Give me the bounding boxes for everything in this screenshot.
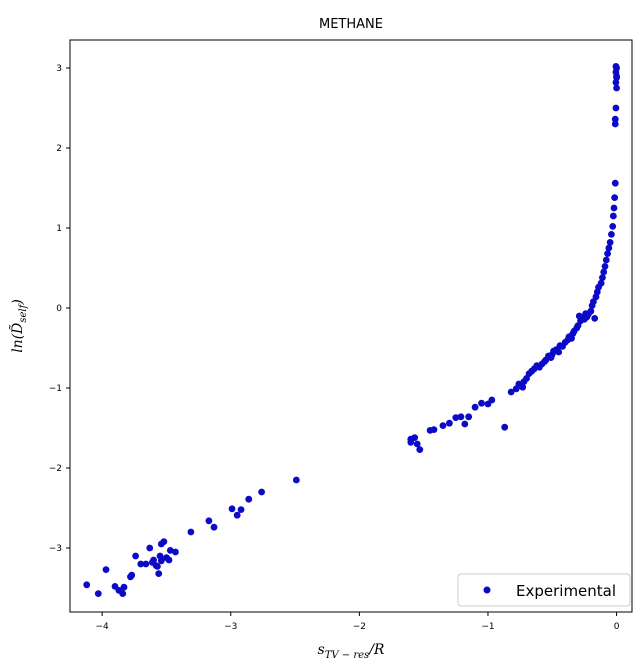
x-axis-ticks: −4 −3 −2 −1 0 — [96, 612, 620, 632]
data-point — [461, 420, 469, 428]
data-point — [210, 523, 218, 531]
x-tick-label: −1 — [481, 622, 494, 632]
y-tick-label: 0 — [56, 304, 62, 314]
plot-frame — [69, 39, 633, 613]
x-tick-label: −4 — [96, 622, 110, 632]
y-tick-label: −2 — [49, 464, 62, 474]
data-point — [611, 194, 619, 202]
data-point — [120, 583, 128, 591]
data-point — [172, 548, 179, 556]
data-point — [237, 506, 245, 513]
data-point — [430, 426, 438, 433]
data-point — [439, 422, 447, 429]
data-point — [407, 439, 415, 446]
y-axis-label-prefix: ln(D̃ — [8, 323, 26, 353]
data-point — [611, 179, 619, 187]
data-point — [245, 495, 253, 503]
x-axis-label-subscript: TV − res — [325, 650, 369, 661]
data-point — [605, 244, 613, 252]
data-point — [258, 488, 266, 496]
data-point — [452, 414, 460, 421]
data-point — [457, 413, 465, 421]
data-point — [609, 212, 617, 220]
data-point — [154, 563, 161, 570]
data-point — [611, 120, 619, 128]
data-point — [602, 256, 610, 264]
data-point — [416, 446, 424, 453]
y-axis-label-suffix: ) — [10, 299, 26, 305]
data-point — [146, 544, 154, 552]
data-point — [102, 566, 110, 573]
y-axis-label: ln(D̃self) — [8, 299, 29, 353]
data-point — [142, 560, 150, 568]
data-points — [83, 63, 620, 597]
data-point — [292, 476, 300, 484]
x-axis-label-s: s — [318, 642, 325, 658]
x-axis-label-suffix: /R — [367, 642, 385, 658]
data-point — [94, 590, 102, 597]
y-tick-label: 3 — [56, 64, 62, 74]
data-point — [604, 250, 611, 257]
y-tick-label: −3 — [49, 544, 62, 554]
legend: Experimental — [457, 573, 631, 607]
data-point — [155, 570, 163, 577]
data-point — [128, 571, 136, 579]
data-point — [445, 419, 453, 427]
y-axis-label-subscript: self — [18, 302, 29, 322]
data-point — [187, 528, 195, 536]
x-axis-label: sTV − res/R — [318, 642, 385, 661]
data-point — [157, 557, 165, 565]
data-point — [119, 590, 127, 597]
y-tick-label: 2 — [56, 144, 62, 154]
data-point — [160, 538, 168, 545]
data-point — [507, 388, 515, 396]
y-tick-label: 1 — [56, 224, 62, 234]
data-point — [612, 104, 620, 112]
data-point — [600, 268, 608, 276]
data-point — [137, 560, 145, 568]
y-axis-ticks: −3 −2 −1 0 1 2 3 — [49, 64, 70, 554]
data-point — [83, 581, 91, 589]
data-point — [587, 307, 595, 315]
legend-marker — [483, 586, 491, 594]
data-point — [609, 223, 617, 230]
legend-label: Experimental — [516, 582, 616, 600]
data-point — [478, 399, 485, 407]
y-tick-label: −1 — [49, 384, 62, 394]
data-point — [228, 505, 236, 513]
data-point — [591, 315, 599, 322]
data-point — [608, 231, 615, 238]
legend-box — [457, 573, 631, 607]
x-tick-label: −3 — [224, 622, 237, 632]
data-point — [166, 547, 174, 554]
data-point — [606, 239, 614, 246]
data-point — [165, 556, 173, 564]
data-point — [205, 517, 213, 525]
data-point — [610, 204, 618, 212]
data-point — [471, 403, 479, 411]
data-point — [613, 84, 620, 92]
data-point — [519, 383, 527, 391]
data-point — [411, 434, 419, 441]
x-tick-label: −2 — [353, 622, 366, 632]
data-point — [150, 556, 157, 564]
data-point — [132, 552, 139, 560]
data-point — [555, 348, 563, 356]
data-point — [501, 423, 509, 431]
data-point — [613, 74, 620, 81]
data-point — [612, 63, 620, 70]
data-point — [601, 263, 609, 270]
data-point — [488, 396, 496, 404]
data-point — [413, 440, 421, 448]
data-point — [599, 274, 606, 281]
data-point — [465, 413, 473, 421]
data-point — [611, 115, 619, 123]
x-tick-label: 0 — [614, 622, 620, 632]
data-point — [597, 279, 605, 287]
chart-title: METHANE — [319, 17, 383, 32]
data-point — [233, 511, 241, 519]
